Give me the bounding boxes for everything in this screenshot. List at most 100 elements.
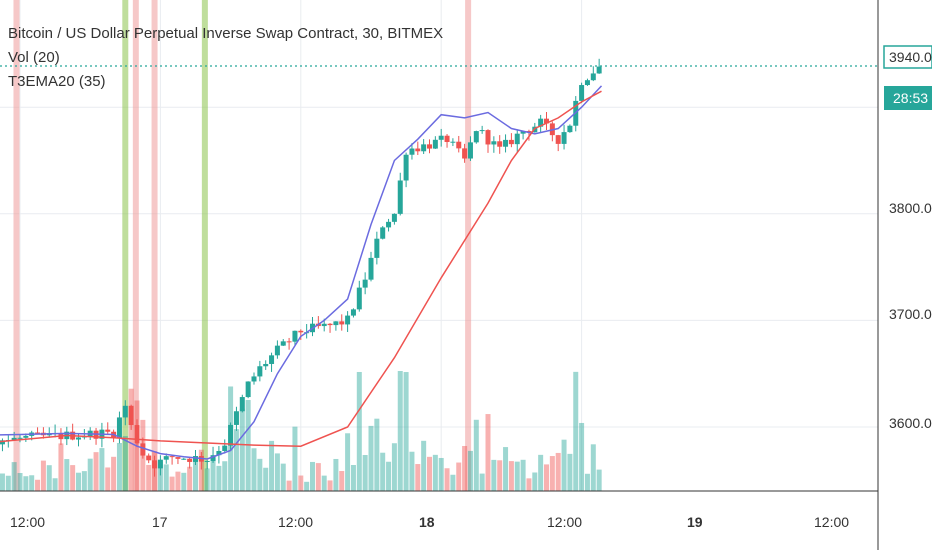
candle-body [233,411,239,425]
volume-bar [5,475,11,491]
volume-bar [520,459,526,491]
volume-bar [146,464,152,491]
volume-bar [579,422,585,491]
candle-body [450,141,456,143]
candle-body [210,455,216,461]
price-tick-label: 3600.0 [889,415,932,431]
volume-bar [181,472,187,491]
volume-bar [111,456,117,491]
candle-body [222,445,228,451]
candle-body [17,437,23,439]
candle-body [175,457,181,459]
volume-bar [444,468,450,491]
t3-slow-line [0,90,602,447]
volume-bar [590,444,596,491]
volume-bar [0,473,5,491]
symbol-title[interactable]: Bitcoin / US Dollar Perpetual Inverse Sw… [8,25,444,42]
candle-body [152,460,158,469]
candle-body [497,141,503,147]
volume-bar [175,471,181,491]
candle-body [292,330,298,342]
price-axis[interactable]: 3600.0 3700.0 3800.0 [889,200,932,431]
candle-body [444,135,450,143]
volume-bar [432,454,438,491]
candle-body [146,455,152,461]
time-axis[interactable]: 12:00 17 12:00 18 12:00 19 12:00 [10,514,849,530]
volume-bar [473,419,479,491]
volume-bar [40,460,46,491]
volume-bar [491,459,497,491]
candle-body [245,381,251,398]
volume-bar [397,371,403,491]
volume-bar [87,458,93,491]
volume-bar [315,463,321,491]
volume-bar [544,464,549,491]
candle-body [415,148,421,152]
candle-body [467,142,473,159]
volume-bar [362,455,368,491]
candle-body [485,130,491,145]
time-tick-label: 19 [687,514,703,530]
candle-body [187,458,193,462]
volume-bar [99,448,105,491]
price-tick-label: 3700.0 [889,306,932,322]
candle-body [274,345,280,356]
candle-body [345,315,351,325]
volume-bar [350,464,356,491]
candle-body [596,66,602,74]
candle-body [555,135,561,144]
volume-bar [239,408,245,491]
volume-bar [356,371,362,491]
volume-bar [81,471,87,491]
last-price-badge: 3940.0 28:53 [883,45,932,110]
candle-body [128,405,134,426]
candle-body [35,432,41,434]
candle-body [508,139,514,145]
volume-bar [216,465,222,491]
candle-body [204,460,210,462]
candle-body [333,321,339,326]
signal-bar [151,0,158,491]
candle-body [339,321,345,325]
volume-bar [64,459,70,491]
volume-bar [345,433,351,491]
candle-body [239,397,245,412]
candle-body [122,405,128,418]
candle-body [350,309,356,316]
volume-bar [503,447,509,491]
candle-body [427,144,432,149]
volume-bar [380,452,386,491]
time-tick-label: 12:00 [814,514,849,530]
volume-bar [386,461,392,491]
candle-body [321,323,327,327]
volume-bar [70,465,76,491]
candle-body [0,440,5,445]
volume-bar [46,465,52,491]
volume-bar [193,460,198,491]
volume-bar [321,475,327,491]
t3ema-legend[interactable]: T3EMA20 (35) [8,73,106,90]
volume-bar [333,458,339,491]
candle-body [374,238,380,258]
volume-bar [427,456,432,491]
candle-body [432,139,438,149]
volume-bar [52,478,58,491]
volume-bar [368,425,374,491]
vol-legend[interactable]: Vol (20) [8,49,60,66]
volume-bar [573,371,579,491]
candle-body [584,80,590,86]
candle-body [356,287,362,310]
volume-bar [462,445,468,491]
candle-body [403,154,409,181]
volume-bar [233,429,239,491]
volume-bar [210,458,216,491]
volume-bar [561,439,567,491]
candle-body [579,85,585,101]
volume-bar [23,476,29,491]
candle-body [391,213,397,222]
signal-bar [13,0,20,491]
volume-bar [421,440,427,491]
signal-bar [201,0,208,491]
volume-bar [251,448,257,491]
